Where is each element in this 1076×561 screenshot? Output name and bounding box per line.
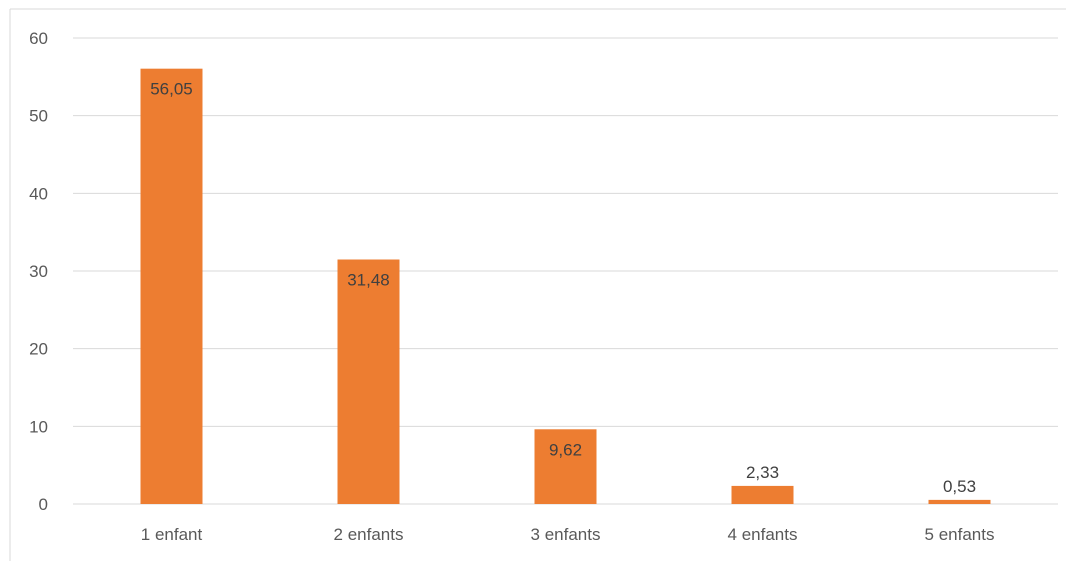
bar-5	[928, 499, 991, 504]
y-tick-label-40: 40	[29, 184, 48, 203]
x-tick-label-5: 5 enfants	[925, 525, 995, 544]
x-tick-label-1: 1 enfant	[141, 525, 203, 544]
data-label-4: 2,33	[746, 463, 779, 482]
bar-1	[140, 68, 203, 504]
bar-3	[534, 429, 597, 504]
data-label-1: 56,05	[150, 80, 193, 99]
y-tick-label-10: 10	[29, 417, 48, 436]
bar-4	[731, 485, 794, 504]
bar-2	[337, 259, 400, 504]
x-tick-label-4: 4 enfants	[728, 525, 798, 544]
data-label-3: 9,62	[549, 440, 582, 459]
data-labels: 56,05 31,48 9,62 2,33 0,53	[150, 80, 976, 496]
y-axis-ticks: 0 10 20 30 40 50 60	[29, 29, 48, 514]
x-tick-label-3: 3 enfants	[531, 525, 601, 544]
data-label-5: 0,53	[943, 477, 976, 496]
bars	[140, 68, 991, 504]
y-tick-label-20: 20	[29, 340, 48, 359]
y-tick-label-60: 60	[29, 29, 48, 48]
gridlines	[73, 37, 1058, 505]
x-tick-label-2: 2 enfants	[334, 525, 404, 544]
data-label-2: 31,48	[347, 271, 390, 290]
y-tick-label-50: 50	[29, 107, 48, 126]
x-axis-ticks: 1 enfant 2 enfants 3 enfants 4 enfants 5 enf…	[141, 525, 995, 544]
y-tick-label-30: 30	[29, 262, 48, 281]
y-tick-label-0: 0	[39, 495, 48, 514]
